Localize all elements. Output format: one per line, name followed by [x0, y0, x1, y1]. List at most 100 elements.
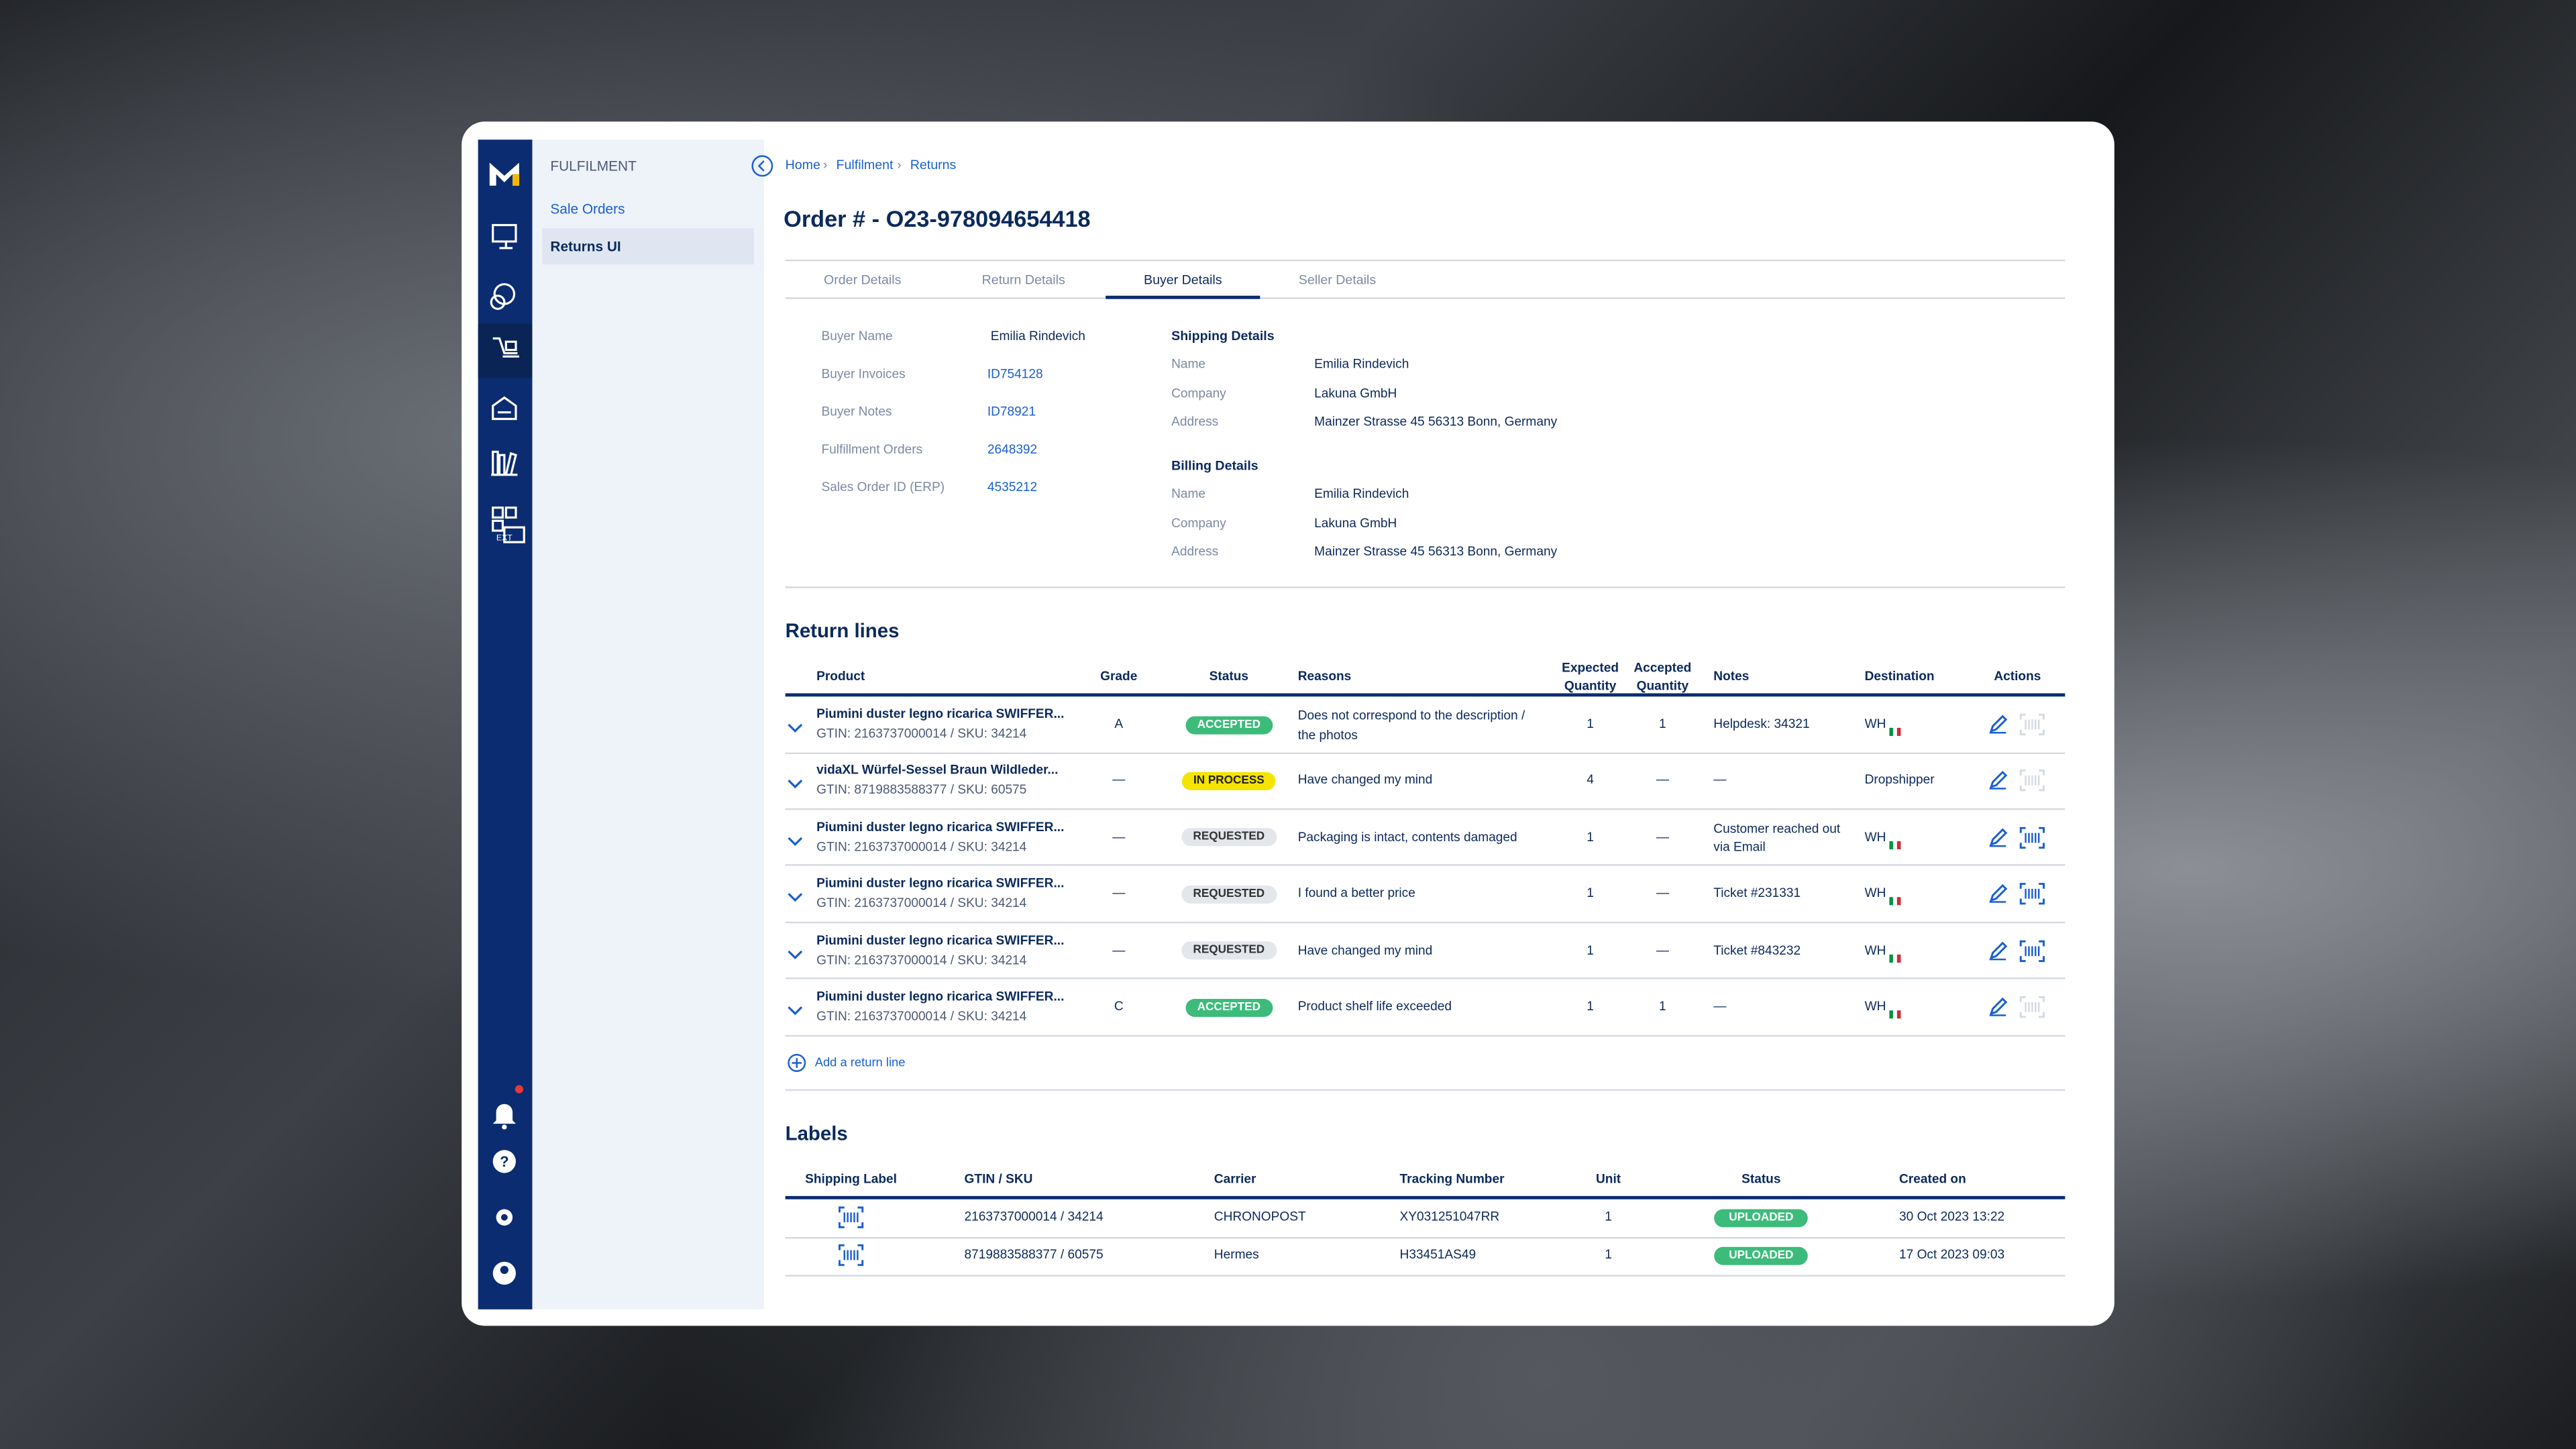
edit-button[interactable] — [1988, 884, 2008, 907]
divider — [785, 1236, 2065, 1238]
product-name: Piumini duster legno ricarica SWIFFER... — [816, 706, 1065, 722]
expected-qty: 1 — [1587, 885, 1594, 901]
notes: Customer reached out via Email — [1713, 820, 1841, 855]
reason: Have changed my mind — [1297, 942, 1433, 957]
divider — [785, 259, 2065, 262]
divider — [785, 751, 2065, 753]
destination: WH — [1864, 716, 1886, 731]
field-label: Buyer Notes — [821, 404, 892, 419]
expand-toggle[interactable] — [787, 1000, 803, 1020]
destination: WH — [1864, 998, 1886, 1014]
field-label: Sales Order ID (ERP) — [821, 480, 945, 496]
label-button[interactable] — [2019, 939, 2045, 965]
divider — [785, 1034, 2065, 1036]
breadcrumb-sep: › — [897, 158, 902, 173]
section-title: Return lines — [785, 619, 900, 643]
field-value[interactable]: ID754128 — [987, 366, 1043, 382]
reason: I found a better price — [1297, 885, 1415, 901]
field-value: Mainzer Strasse 45 56313 Bonn, Germany — [1314, 413, 1558, 429]
field-value: Mainzer Strasse 45 56313 Bonn, Germany — [1314, 543, 1558, 559]
product-ids: GTIN: 2163737000014 / SKU: 34214 — [816, 726, 1027, 741]
page-title: Order # - O23-978094654418 — [784, 205, 1091, 232]
expand-toggle[interactable] — [787, 774, 803, 794]
expected-qty: 1 — [1587, 829, 1594, 845]
tab[interactable]: Buyer Details — [1144, 272, 1222, 288]
field-label: Buyer Invoices — [821, 366, 906, 382]
breadcrumb-sep: › — [822, 158, 828, 173]
edit-button[interactable] — [1988, 997, 2008, 1020]
breadcrumb-item[interactable]: Returns — [910, 158, 957, 173]
field-value[interactable]: 4535212 — [987, 480, 1038, 496]
tab[interactable]: Order Details — [824, 272, 902, 288]
divider — [785, 693, 2065, 696]
section-title: Labels — [785, 1122, 848, 1145]
field-value: Lakuna GmbH — [1314, 515, 1397, 531]
edit-button[interactable] — [1988, 714, 2008, 737]
flag — [1889, 889, 1901, 908]
flag — [1889, 1002, 1901, 1022]
expected-qty: 1 — [1587, 942, 1594, 957]
destination: WH — [1864, 942, 1886, 957]
status-badge: REQUESTED — [1181, 828, 1277, 847]
divider — [785, 1089, 2065, 1091]
created-on: 17 Oct 2023 09:03 — [1899, 1246, 2005, 1262]
field-label: Name — [1171, 357, 1206, 372]
column-header: Accepted Quantity — [1633, 660, 1692, 694]
label-icon[interactable] — [838, 1206, 864, 1232]
column-header: Tracking Number — [1399, 1171, 1505, 1187]
expand-toggle[interactable] — [787, 888, 803, 907]
field-value[interactable]: ID78921 — [987, 404, 1036, 419]
column-header: GTIN / SKU — [964, 1171, 1033, 1187]
field-value[interactable]: 2648392 — [987, 442, 1038, 458]
column-header: Status — [1741, 1171, 1781, 1187]
grade: — — [1112, 829, 1126, 845]
nav-rail: ? — [478, 140, 533, 1309]
column-header: Status — [1209, 668, 1249, 684]
edit-button[interactable] — [1988, 828, 2008, 851]
label-button — [2019, 769, 2045, 796]
column-header: Unit — [1595, 1171, 1621, 1187]
add-link[interactable]: Add a return line — [814, 1055, 906, 1070]
label-button — [2019, 996, 2045, 1022]
flag — [1889, 833, 1901, 852]
notes: Ticket #843232 — [1713, 942, 1801, 957]
divider — [785, 1195, 2065, 1199]
tab[interactable]: Seller Details — [1298, 272, 1377, 288]
tab[interactable]: Return Details — [981, 272, 1065, 288]
product-ids: GTIN: 2163737000014 / SKU: 34214 — [816, 896, 1027, 911]
nav-link[interactable]: Sale Orders — [550, 200, 625, 217]
breadcrumb-item[interactable]: Home — [785, 158, 820, 173]
product-name: Piumini duster legno ricarica SWIFFER... — [816, 932, 1065, 948]
label-button[interactable] — [2019, 883, 2045, 909]
cell: 1 — [1605, 1246, 1612, 1262]
accepted-qty: — — [1656, 885, 1669, 901]
field-value: Emilia Rindevich — [1314, 486, 1409, 502]
cell: CHRONOPOST — [1214, 1209, 1306, 1224]
expand-toggle[interactable] — [787, 831, 803, 851]
expand-toggle[interactable] — [787, 944, 803, 963]
notes: — — [1713, 998, 1727, 1014]
label-button[interactable] — [2019, 826, 2045, 852]
reason: Packaging is intact, contents damaged — [1297, 829, 1517, 845]
edit-button[interactable] — [1988, 771, 2008, 794]
accepted-qty: — — [1656, 829, 1669, 845]
expand-toggle[interactable] — [787, 718, 803, 737]
nav-link[interactable]: Returns UI — [550, 238, 621, 255]
flag — [1889, 946, 1901, 965]
column-header: Destination — [1864, 668, 1935, 684]
label-icon[interactable] — [838, 1244, 864, 1270]
svg-text:?: ? — [500, 1153, 508, 1170]
column-header: Expected Quantity — [1562, 660, 1619, 694]
breadcrumb-item[interactable]: Fulfilment — [836, 158, 894, 173]
column-header: Grade — [1100, 668, 1138, 684]
cell: H33451AS49 — [1399, 1246, 1477, 1262]
column-header: Actions — [1994, 668, 2041, 684]
divider — [785, 1274, 2065, 1276]
edit-button[interactable] — [1988, 941, 2008, 963]
section-title: FULFILMENT — [550, 158, 637, 174]
back-button[interactable] — [751, 154, 773, 177]
field-value: Emilia Rindevich — [1314, 357, 1409, 372]
destination: WH — [1864, 829, 1886, 845]
add-icon[interactable] — [787, 1053, 806, 1076]
active-link-bg — [542, 228, 755, 265]
